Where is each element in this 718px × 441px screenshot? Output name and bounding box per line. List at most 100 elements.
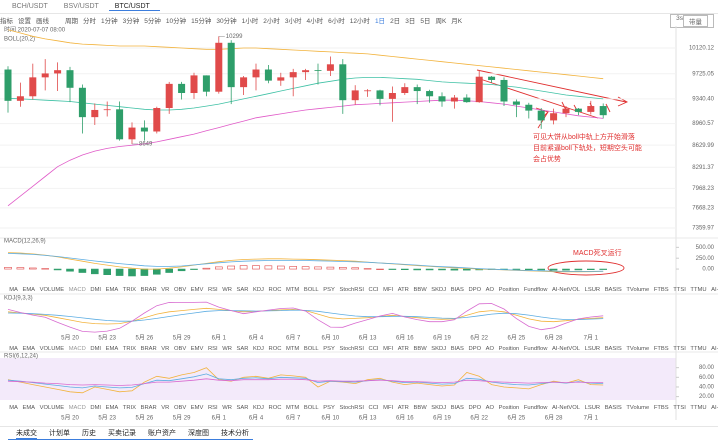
indicator[interactable]: Fundflow xyxy=(523,404,548,411)
indicator[interactable]: MACD xyxy=(68,345,86,352)
indicator[interactable]: StochRSI xyxy=(339,345,364,352)
indicator[interactable]: TVolume xyxy=(626,286,650,293)
indicator[interactable]: BASIS xyxy=(604,286,622,293)
indicator[interactable]: ATR xyxy=(397,404,409,411)
control[interactable]: 带量 xyxy=(683,15,708,27)
indicator[interactable]: TTSI xyxy=(673,404,686,411)
indicator[interactable]: SKDJ xyxy=(431,404,447,411)
indicator[interactable]: StochRSI xyxy=(339,286,364,293)
indicator[interactable]: BBW xyxy=(413,286,427,293)
bottom-tab[interactable]: 计划单 xyxy=(49,430,70,437)
indicator[interactable]: AI-NetVOL xyxy=(552,404,581,411)
indicator[interactable]: AI-NetVOL xyxy=(552,345,581,352)
indicator[interactable]: BASIS xyxy=(604,404,622,411)
indicator[interactable]: LSUR xyxy=(584,286,601,293)
indicator[interactable]: EMV xyxy=(190,286,204,293)
bottom-tab[interactable]: 技术分析 xyxy=(221,430,249,437)
bottom-tab[interactable]: 未成交 xyxy=(16,430,37,439)
period[interactable]: 3小时 xyxy=(284,17,302,25)
indicator[interactable]: KDJ xyxy=(253,404,264,411)
indicator[interactable]: BIAS xyxy=(450,404,464,411)
period[interactable]: 30分钟 xyxy=(216,17,237,25)
indicator[interactable]: KDJ xyxy=(253,345,264,352)
indicator[interactable]: EMV xyxy=(190,404,204,411)
indicator[interactable]: MA xyxy=(9,286,18,293)
indicator[interactable]: VR xyxy=(161,286,170,293)
indicator[interactable]: WR xyxy=(222,345,232,352)
tool[interactable]: 画线 xyxy=(36,17,49,25)
indicator[interactable]: MFI xyxy=(383,286,394,293)
period[interactable]: 3日 xyxy=(405,17,416,25)
indicator[interactable]: ROC xyxy=(268,404,282,411)
indicator[interactable]: VOLUME xyxy=(39,404,65,411)
indicator[interactable]: CCI xyxy=(368,404,379,411)
indicator[interactable]: BOLL xyxy=(303,345,319,352)
period[interactable]: 5分钟 xyxy=(144,17,161,25)
indicator[interactable]: RSI xyxy=(207,404,218,411)
indicator[interactable]: EMA xyxy=(22,404,36,411)
indicator[interactable]: TRIX xyxy=(122,286,136,293)
indicator[interactable]: MFI xyxy=(383,345,394,352)
indicator[interactable]: EMA xyxy=(105,286,119,293)
indicator[interactable]: CCI xyxy=(368,345,379,352)
indicator[interactable]: LSUR xyxy=(584,404,601,411)
bottom-tab[interactable]: 历史 xyxy=(82,430,96,437)
indicator[interactable]: FTBS xyxy=(653,404,669,411)
indicator[interactable]: PSY xyxy=(323,286,335,293)
indicator[interactable]: MFI xyxy=(383,404,394,411)
indicator[interactable]: DMI xyxy=(90,404,102,411)
indicator[interactable]: MTM xyxy=(286,286,300,293)
indicator[interactable]: AI-NetVOL xyxy=(552,286,581,293)
indicator[interactable]: AI-BSI xyxy=(711,404,718,411)
control[interactable]: 3s xyxy=(676,15,683,22)
indicator[interactable]: BASIS xyxy=(604,345,622,352)
indicator[interactable]: Position xyxy=(498,286,520,293)
indicator[interactable]: OBV xyxy=(173,286,187,293)
indicator[interactable]: MACD xyxy=(68,286,86,293)
indicator[interactable]: AO xyxy=(485,345,495,352)
period[interactable]: 15分钟 xyxy=(191,17,212,25)
indicator[interactable]: MACD xyxy=(68,404,86,411)
indicator[interactable]: SAR xyxy=(236,286,249,293)
indicator[interactable]: EMA xyxy=(22,286,36,293)
indicator[interactable]: DPO xyxy=(468,404,482,411)
indicator[interactable]: TTMU xyxy=(690,404,707,411)
indicator[interactable]: AI-BSI xyxy=(711,345,718,352)
indicator[interactable]: ROC xyxy=(268,286,282,293)
bottom-tab[interactable]: 深度图 xyxy=(188,430,209,437)
indicator[interactable]: ROC xyxy=(268,345,282,352)
indicator[interactable]: SKDJ xyxy=(431,345,447,352)
indicator[interactable]: EMV xyxy=(190,345,204,352)
indicator[interactable]: StochRSI xyxy=(339,404,364,411)
indicator[interactable]: SKDJ xyxy=(431,286,447,293)
indicator[interactable]: DPO xyxy=(468,345,482,352)
period[interactable]: 12小时 xyxy=(349,17,370,25)
indicator[interactable]: MA xyxy=(9,345,18,352)
indicator[interactable]: ATR xyxy=(397,286,409,293)
indicator[interactable]: RSI xyxy=(207,345,218,352)
market-tab[interactable]: BCH/USDT xyxy=(12,2,48,10)
period[interactable]: 5日 xyxy=(420,17,431,25)
indicator[interactable]: TRIX xyxy=(122,345,136,352)
tool[interactable]: 指标 xyxy=(0,17,13,25)
indicator[interactable]: SAR xyxy=(236,404,249,411)
indicator[interactable]: Position xyxy=(498,404,520,411)
indicator[interactable]: EMA xyxy=(22,345,36,352)
indicator[interactable]: DPO xyxy=(468,286,482,293)
indicator[interactable]: RSI xyxy=(207,286,218,293)
indicator[interactable]: VOLUME xyxy=(39,345,65,352)
indicator[interactable]: VOLUME xyxy=(39,286,65,293)
indicator[interactable]: TRIX xyxy=(122,404,136,411)
indicator[interactable]: BBW xyxy=(413,404,427,411)
indicator[interactable]: Fundflow xyxy=(523,286,548,293)
indicator[interactable]: OBV xyxy=(173,404,187,411)
indicator[interactable]: BOLL xyxy=(303,404,319,411)
bottom-tab[interactable]: 账户资产 xyxy=(148,430,176,437)
period[interactable]: 10分钟 xyxy=(165,17,187,25)
period[interactable]: 1分钟 xyxy=(101,17,118,25)
indicator[interactable]: BIAS xyxy=(450,345,464,352)
period[interactable]: 2日 xyxy=(390,17,401,25)
indicator[interactable]: PSY xyxy=(323,345,335,352)
indicator[interactable]: AO xyxy=(485,404,495,411)
indicator[interactable]: FTBS xyxy=(653,286,669,293)
